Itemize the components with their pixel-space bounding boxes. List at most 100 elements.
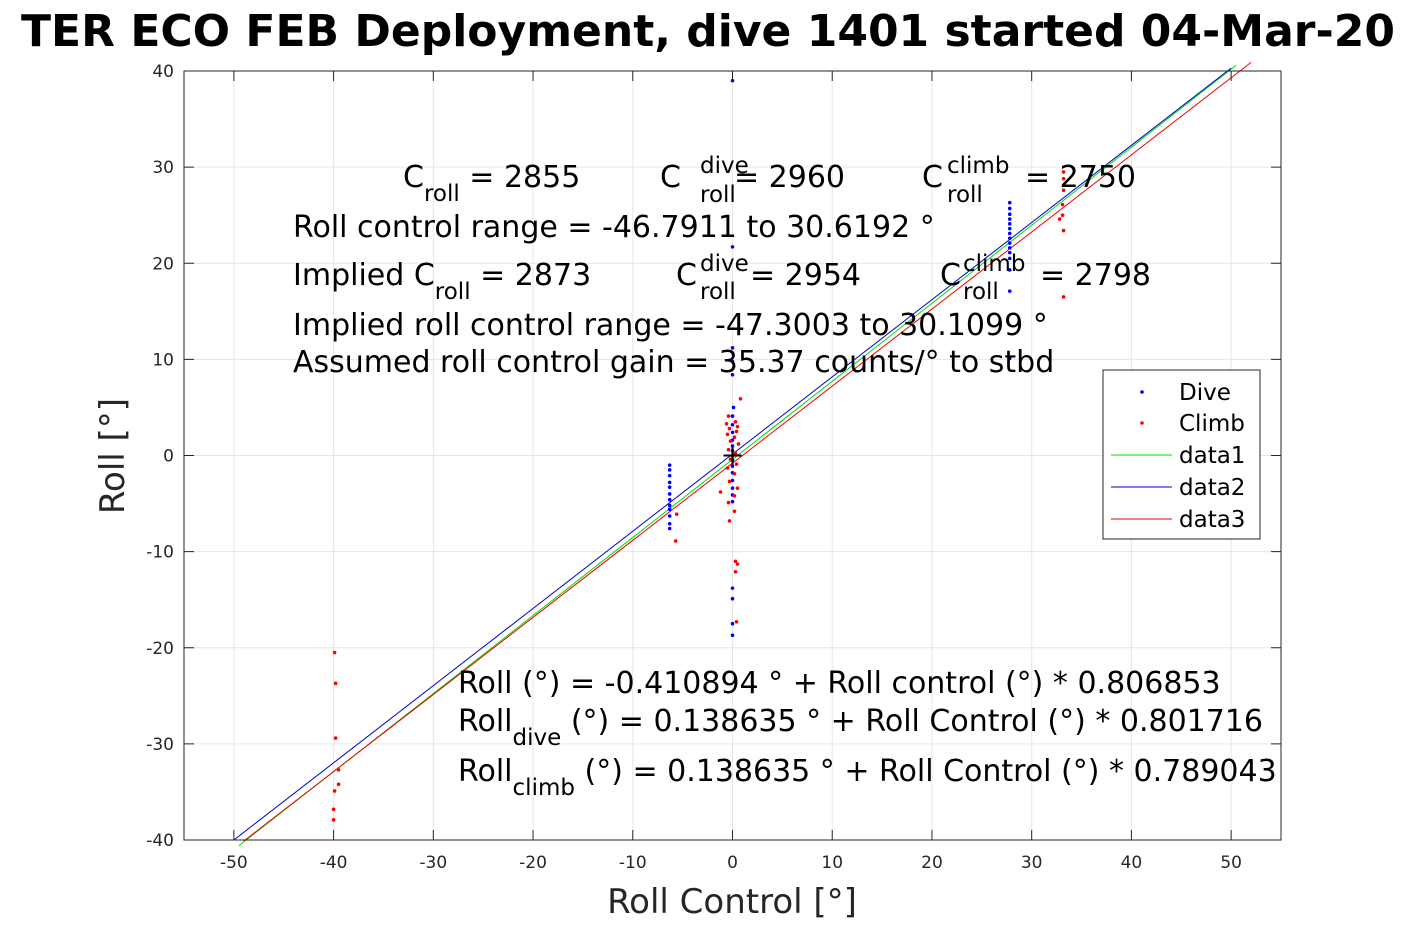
data-point-dive xyxy=(1007,231,1012,236)
data-point-climb xyxy=(726,414,731,418)
data-point-dive xyxy=(667,473,672,478)
data-point-climb xyxy=(1061,228,1066,233)
data-point-climb xyxy=(732,435,737,440)
data-point-climb xyxy=(733,570,738,574)
data-point-climb xyxy=(718,490,723,494)
data-point-dive xyxy=(730,499,735,504)
data-point-dive xyxy=(1007,206,1012,211)
legend: Dive Climb data1 data2 data3 xyxy=(1102,369,1261,540)
c-roll-dive-annotation: C xyxy=(660,160,681,195)
implied-c-roll-dive-sub: roll xyxy=(700,279,736,305)
data-point-dive xyxy=(730,478,735,483)
fit-climb-base: Roll xyxy=(458,754,513,789)
legend-data2-label: data2 xyxy=(1179,475,1245,501)
x-tick-label: -10 xyxy=(619,853,647,873)
y-tick-label: 10 xyxy=(152,350,174,370)
c-roll-climb-value: = 2750 xyxy=(1025,160,1136,195)
implied-c-roll-dive-annotation: C xyxy=(676,258,697,293)
data-point-climb xyxy=(727,519,732,523)
implied-c-roll-annotation: Implied Croll = 2873 xyxy=(293,258,591,305)
fit-climb-annotation: Rollclimb (°) = 0.138635 ° + Roll Contro… xyxy=(458,754,1277,801)
x-tick-label: -50 xyxy=(220,853,248,873)
data-point-climb xyxy=(724,421,729,426)
c-roll-sub: roll xyxy=(424,181,460,207)
c-roll-climb-sub: roll xyxy=(947,182,983,208)
data-point-climb xyxy=(726,447,731,452)
data-point-dive xyxy=(1007,246,1012,250)
x-tick-label: -40 xyxy=(320,853,348,873)
fit-climb-sub: climb xyxy=(513,775,575,801)
data-point-climb xyxy=(332,789,337,793)
data-point-climb xyxy=(728,457,733,462)
implied-c-roll-sub: roll xyxy=(435,279,471,305)
implied-c-roll-climb-value: = 2798 xyxy=(1040,258,1151,293)
series-line-data3 xyxy=(243,61,1252,842)
data-point-climb xyxy=(734,429,739,434)
fit-dive-base: Roll xyxy=(458,704,513,739)
data-point-climb xyxy=(732,494,737,498)
data-point-dive xyxy=(1007,226,1012,231)
implied-c-roll-dive-value: = 2954 xyxy=(750,258,861,293)
data-point-climb xyxy=(734,619,739,624)
x-tick-label: -30 xyxy=(419,853,447,873)
data-point-climb xyxy=(727,426,732,431)
data-point-climb xyxy=(332,650,337,655)
data-point-dive xyxy=(1007,217,1012,221)
data-point-dive xyxy=(730,633,735,638)
data-point-climb xyxy=(1060,202,1065,207)
x-tick-label: 30 xyxy=(1021,853,1043,873)
fit-dive-rest: (°) = 0.138635 ° + Roll Control (°) * 0.… xyxy=(561,704,1263,739)
legend-data1-label: data1 xyxy=(1179,443,1245,469)
data-point-dive xyxy=(1007,268,1012,272)
y-tick-label: -10 xyxy=(146,543,174,563)
data-point-climb xyxy=(735,486,740,490)
y-tick-label: -20 xyxy=(146,639,174,659)
implied-c-roll-prefix: Implied C xyxy=(293,258,435,293)
data-point-climb xyxy=(331,807,336,812)
chart-title: TER ECO FEB Deployment, dive 1401 starte… xyxy=(21,6,1395,57)
data-point-dive xyxy=(1007,200,1012,205)
c-roll-dive-sub: roll xyxy=(700,182,736,208)
implied-c-roll-value: = 2873 xyxy=(471,258,592,293)
data-point-dive xyxy=(667,514,672,518)
x-tick-label: 0 xyxy=(727,853,738,873)
c-roll-dive-sup: dive xyxy=(700,153,749,179)
implied-c-roll-dive-base: C xyxy=(676,258,697,293)
data-point-dive xyxy=(1007,241,1012,245)
x-tick-label: 10 xyxy=(821,853,843,873)
data-point-climb xyxy=(736,442,741,446)
data-point-dive xyxy=(1007,250,1012,255)
data-point-climb xyxy=(1057,217,1062,221)
data-point-climb xyxy=(1061,188,1066,192)
y-tick-label: 20 xyxy=(152,254,174,274)
data-point-dive xyxy=(730,422,735,427)
data-point-dive xyxy=(667,485,672,490)
implied-c-roll-climb-sub: roll xyxy=(963,279,999,305)
data-point-climb xyxy=(725,466,730,470)
legend-climb-label: Climb xyxy=(1179,411,1245,437)
data-point-climb xyxy=(336,768,341,772)
data-point-climb xyxy=(1060,213,1065,217)
implied-c-roll-dive-sup: dive xyxy=(700,251,749,277)
data-point-dive xyxy=(1007,212,1012,217)
data-point-dive xyxy=(1007,236,1012,241)
data-point-climb xyxy=(735,424,740,429)
y-tick-label: 30 xyxy=(152,158,174,178)
x-axis-label: Roll Control [°] xyxy=(607,882,857,922)
data-point-dive xyxy=(730,596,735,601)
data-point-dive xyxy=(1007,356,1012,361)
data-point-dive xyxy=(667,480,672,485)
x-tick-label: 50 xyxy=(1220,853,1242,873)
data-point-dive xyxy=(1007,256,1012,261)
x-tick-label: 20 xyxy=(921,853,943,873)
c-roll-value: = 2855 xyxy=(460,160,581,195)
data-point-dive xyxy=(1007,222,1012,226)
data-points xyxy=(331,78,1066,822)
data-point-dive xyxy=(730,245,735,249)
data-point-climb xyxy=(1061,295,1066,299)
legend-climb-marker xyxy=(1140,421,1144,425)
data-point-climb xyxy=(733,420,738,424)
data-point-climb xyxy=(735,562,740,566)
data-point-climb xyxy=(674,512,679,516)
